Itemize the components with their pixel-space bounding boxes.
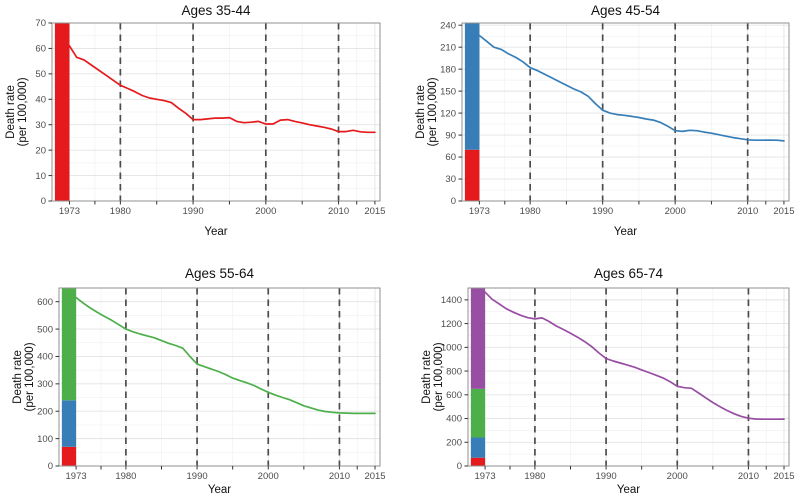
x-tick-label: 1980: [110, 206, 131, 217]
y-tick-label: 60: [445, 152, 456, 163]
x-tick-label: 2000: [667, 471, 688, 482]
x-tick-label: 2015: [773, 471, 794, 482]
chart-title: Ages 45-54: [591, 3, 661, 18]
x-tick-label: 1973: [66, 471, 87, 482]
y-tick-label: 0: [41, 196, 46, 207]
bar-1973-segment-ages-55-64: [470, 388, 486, 438]
chart-svg-ages-55-64: 1973 1980 1990 2000 2010 2015 0 100 200 300 400 500…: [0, 251, 400, 502]
x-tick-label: 1980: [115, 471, 136, 482]
x-tick-label: 2015: [773, 206, 794, 217]
y-tick-label: 200: [37, 406, 53, 417]
y-tick-label: 180: [440, 64, 456, 75]
x-axis-label: Year: [208, 484, 231, 496]
y-axis-label-line2: (per 100,000): [24, 342, 36, 411]
x-tick-label: 1980: [524, 471, 545, 482]
y-tick-label: 1000: [441, 343, 462, 354]
y-tick-label: 210: [440, 42, 456, 53]
chart-svg-ages-35-44: 1973 1980 1990 2000 2010 2015 0 10 20 30 40 50 60 70 A…: [0, 0, 400, 251]
death-rate-line: [478, 34, 785, 142]
x-tick-label: 2010: [328, 206, 349, 217]
y-tick-label: 800: [446, 366, 462, 377]
x-tick-label: 2000: [665, 206, 686, 217]
x-tick-label: 2015: [364, 471, 385, 482]
x-axis-label: Year: [204, 226, 227, 238]
y-axis-label-line2: (per 100,000): [433, 342, 445, 411]
y-tick-label: 240: [440, 20, 456, 31]
x-axis-label: Year: [614, 226, 637, 238]
y-tick-label: 100: [37, 434, 53, 445]
y-tick-label: 40: [35, 94, 46, 105]
y-tick-label: 400: [446, 414, 462, 425]
chart-title: Ages 55-64: [185, 266, 255, 281]
y-tick-label: 0: [451, 196, 456, 207]
y-axis-label-line2: (per 100,000): [427, 77, 439, 146]
chart-svg-ages-65-74: 1973 1980 1990 2000 2010 2015 0 200 400 600 800 100…: [400, 251, 800, 502]
y-tick-label: 200: [446, 437, 462, 448]
chart-ages-65-74: 1973 1980 1990 2000 2010 2015 0 200 400 600 800 100…: [400, 251, 800, 502]
y-tick-label: 10: [35, 171, 46, 182]
x-tick-label: 1973: [475, 471, 496, 482]
bar-1973-segment-ages-65-74: [470, 288, 486, 389]
y-tick-label: 30: [35, 120, 46, 131]
bar-1973-segment-ages-55-64: [61, 288, 77, 401]
chart-ages-35-44: 1973 1980 1990 2000 2010 2015 0 10 20 30 40 50 60 70 A…: [0, 0, 400, 251]
x-tick-label: 1973: [59, 206, 80, 217]
death-rate-line: [484, 291, 785, 421]
death-rate-line: [75, 296, 376, 415]
y-tick-label: 500: [37, 324, 53, 335]
y-tick-label: 20: [35, 145, 46, 156]
y-tick-label: 150: [440, 86, 456, 97]
bar-1973-segment-ages-35-44: [61, 446, 77, 466]
chart-title: Ages 65-74: [594, 266, 664, 281]
chart-title: Ages 35-44: [181, 3, 251, 18]
x-tick-label: 2010: [737, 206, 758, 217]
y-tick-label: 50: [35, 69, 46, 80]
y-tick-label: 70: [35, 18, 46, 29]
y-tick-label: 60: [35, 44, 46, 55]
bar-1973-segment-ages-35-44: [470, 457, 486, 466]
chart-ages-55-64: 1973 1980 1990 2000 2010 2015 0 100 200 300 400 500…: [0, 251, 400, 502]
y-tick-label: 90: [445, 130, 456, 141]
x-tick-label: 2015: [364, 206, 385, 217]
x-tick-label: 1990: [592, 206, 613, 217]
y-tick-label: 0: [457, 461, 462, 472]
bar-1973-segment-ages-45-54: [61, 400, 77, 447]
chart-ages-45-54: 1973 1980 1990 2000 2010 2015 0 30 60 90 120 150 180…: [400, 0, 800, 251]
x-tick-label: 1990: [596, 471, 617, 482]
y-tick-label: 600: [37, 297, 53, 308]
y-tick-label: 600: [446, 390, 462, 401]
y-tick-label: 1400: [441, 295, 462, 306]
bar-1973-segment-ages-35-44: [54, 23, 70, 201]
death-rate-line: [68, 45, 376, 134]
bar-1973-segment-ages-45-54: [470, 437, 486, 458]
y-tick-label: 400: [37, 352, 53, 363]
x-tick-label: 1990: [183, 206, 204, 217]
y-tick-label: 120: [440, 108, 456, 119]
y-tick-label: 1200: [441, 319, 462, 330]
x-tick-label: 1973: [469, 206, 490, 217]
y-axis-label-line1: Death rate: [421, 350, 433, 404]
y-tick-label: 0: [48, 461, 53, 472]
x-tick-label: 2000: [255, 206, 276, 217]
y-tick-label: 300: [37, 379, 53, 390]
y-axis-label-line1: Death rate: [12, 350, 24, 404]
y-tick-label: 30: [445, 174, 456, 185]
x-tick-label: 2010: [329, 471, 350, 482]
y-axis-label-line2: (per 100,000): [17, 77, 29, 146]
bar-1973-segment-ages-35-44: [464, 149, 480, 201]
bar-1973-segment-ages-45-54: [464, 23, 480, 150]
x-tick-label: 1990: [187, 471, 208, 482]
x-tick-label: 2010: [738, 471, 759, 482]
chart-svg-ages-45-54: 1973 1980 1990 2000 2010 2015 0 30 60 90 120 150 180…: [400, 0, 800, 251]
x-axis-label: Year: [617, 484, 640, 496]
x-tick-label: 2000: [258, 471, 279, 482]
x-tick-label: 1980: [520, 206, 541, 217]
y-axis-label-line1: Death rate: [415, 85, 427, 139]
y-axis-label-line1: Death rate: [5, 85, 17, 139]
